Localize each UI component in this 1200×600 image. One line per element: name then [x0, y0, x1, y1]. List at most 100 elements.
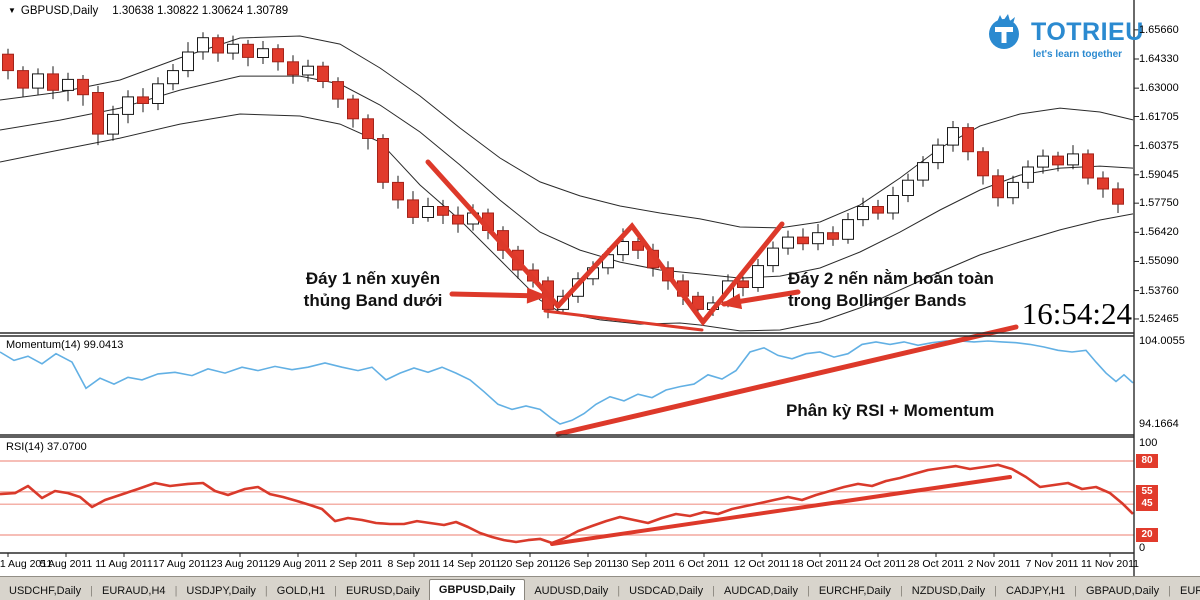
bullish-candle	[182, 51, 194, 72]
date-tick-label: 29 Aug 2011	[268, 558, 328, 570]
bearish-candle	[317, 65, 329, 82]
date-tick-label: 6 Oct 2011	[678, 558, 730, 570]
bullish-candle	[947, 127, 959, 146]
momentum-divergence-line[interactable]	[555, 324, 1019, 437]
price-tick-label: 1.59045	[1139, 168, 1179, 181]
bearish-candle	[17, 70, 29, 89]
symbol-tab-euraud-daily[interactable]: EURAUD,Daily	[1179, 585, 1200, 597]
symbol-tab-eurchf-daily[interactable]: EURCHF,Daily	[818, 585, 891, 597]
rsi-level-badge-20: 20	[1136, 527, 1158, 542]
date-tick-label: 20 Sep 2011	[500, 558, 560, 570]
tab-separator: |	[90, 585, 93, 597]
annotation-bottom2-text: Đáy 2 nến nằm hoàn toàn trong Bollinger …	[788, 269, 994, 310]
bearish-candle	[1112, 188, 1124, 205]
tab-separator: |	[899, 585, 903, 597]
bearish-candle	[962, 127, 974, 153]
symbol-tab-nzdusd-daily[interactable]: NZDUSD,Daily	[911, 585, 986, 597]
tab-separator: |	[264, 585, 268, 597]
bullish-candle	[227, 43, 239, 54]
date-tick-label: 12 Oct 2011	[733, 558, 791, 570]
bullish-candle	[107, 113, 119, 135]
bullish-candle	[422, 206, 434, 218]
bullish-candle	[167, 70, 179, 85]
chevron-down-icon[interactable]: ▼	[8, 6, 16, 15]
bullish-candle	[1037, 155, 1049, 168]
date-tick-label: 17 Aug 2011	[152, 558, 212, 570]
bearish-candle	[332, 81, 344, 100]
symbol-tab-gold-h1[interactable]: GOLD,H1	[276, 585, 326, 597]
bullish-candle	[257, 48, 269, 59]
bullish-candle	[152, 83, 164, 105]
price-tick-label: 1.63000	[1139, 82, 1179, 95]
price-tick-label: 1.65660	[1139, 23, 1179, 36]
tab-separator: |	[334, 585, 337, 597]
date-tick-label: 24 Oct 2011	[849, 558, 907, 570]
symbol-tab-usdjpy-daily[interactable]: USDJPY,Daily	[186, 585, 256, 597]
symbol-tab-cadjpy-h1[interactable]: CADJPY,H1	[1006, 585, 1066, 597]
bearish-candle	[407, 199, 419, 218]
bearish-candle	[272, 48, 284, 63]
session-clock: 16:54:24	[1021, 296, 1132, 331]
totrieu-logo-icon	[989, 14, 1019, 49]
bullish-candle	[812, 232, 824, 245]
bullish-candle	[752, 265, 764, 289]
support-line[interactable]	[543, 309, 704, 332]
bullish-candle	[767, 247, 779, 267]
bearish-candle	[92, 92, 104, 135]
bollinger-middle-band	[0, 75, 1134, 279]
symbol-quotes: 1.30638 1.30822 1.30624 1.30789	[112, 5, 289, 17]
rsi-level-badge-80: 80	[1136, 454, 1158, 468]
bearish-candle	[212, 37, 224, 54]
totrieu-logo: TOTRIEU let's learn together	[985, 12, 1145, 60]
bearish-candle	[737, 280, 749, 288]
rsi-panel[interactable]	[0, 437, 1134, 553]
tab-separator: |	[994, 585, 997, 597]
bullish-candle	[842, 219, 854, 240]
symbol-tab-gbpusd-daily[interactable]: GBPUSD,Daily	[428, 579, 526, 600]
symbol-tab-audcad-daily[interactable]: AUDCAD,Daily	[723, 585, 798, 597]
rsi-divergence-line[interactable]	[550, 475, 1012, 546]
bearish-candle	[242, 43, 254, 58]
price-tick-label: 1.53760	[1139, 284, 1179, 297]
chart-title: ▼ GBPUSD,Daily 1.30638 1.30822 1.30624 1.3…	[8, 5, 288, 17]
date-tick-label: 8 Sep 2011	[387, 558, 441, 570]
symbol-name: GBPUSD,Daily	[20, 5, 99, 17]
bullish-candle	[302, 65, 314, 76]
tab-separator: |	[174, 585, 178, 597]
symbol-tab-usdcad-daily[interactable]: USDCAD,Daily	[629, 585, 704, 597]
annotation-divergence-text: Phân kỳ RSI + Momentum	[786, 401, 995, 420]
date-tick-label: 2 Nov 2011	[967, 558, 1021, 570]
entry-line[interactable]	[425, 159, 561, 309]
bearish-candle	[1097, 177, 1109, 190]
bearish-candle	[1052, 155, 1064, 166]
price-tick-label: 1.57750	[1139, 197, 1179, 210]
symbol-tab-eurusd-daily[interactable]: EURUSD,Daily	[345, 585, 420, 597]
date-tick-label: 23 Aug 2011	[210, 558, 270, 570]
arrow-bottom1-arrowhead	[526, 287, 548, 304]
arrow-bottom2-arrowhead	[720, 293, 743, 310]
bullish-candle	[32, 73, 44, 89]
rsi-level-badge-45: 45	[1136, 497, 1158, 512]
date-tick-label: 2 Sep 2011	[329, 558, 383, 570]
symbol-tab-gbpaud-daily[interactable]: GBPAUD,Daily	[1085, 585, 1160, 597]
symbol-tab-bar: USDCHF,Daily | EURAUD,H4 | USDJPY,Daily | GOLD…	[0, 576, 1200, 600]
rsi-top-label: 100	[1139, 437, 1158, 449]
momentum-min-label: 94.1664	[1139, 418, 1179, 430]
bullish-candle	[122, 96, 134, 115]
bearish-candle	[392, 181, 404, 201]
date-tick-label: 26 Sep 2011	[558, 558, 618, 570]
bullish-candle	[917, 162, 929, 181]
rsi-line	[0, 463, 1134, 545]
symbol-tab-euraud-h4[interactable]: EURAUD,H4	[101, 585, 166, 597]
bearish-candle	[377, 138, 389, 183]
bearish-candle	[797, 236, 809, 245]
w-pattern-line[interactable]	[555, 221, 785, 327]
price-tick-label: 1.55090	[1139, 255, 1179, 268]
price-tick-label: 1.60375	[1139, 139, 1179, 152]
symbol-tab-usdchf-daily[interactable]: USDCHF,Daily	[9, 585, 82, 597]
bullish-candle	[1007, 181, 1019, 199]
date-tick-label: 11 Nov 2011	[1081, 558, 1139, 570]
momentum-max-label: 104.0055	[1139, 335, 1185, 347]
symbol-tab-audusd-daily[interactable]: AUDUSD,Daily	[534, 585, 609, 597]
